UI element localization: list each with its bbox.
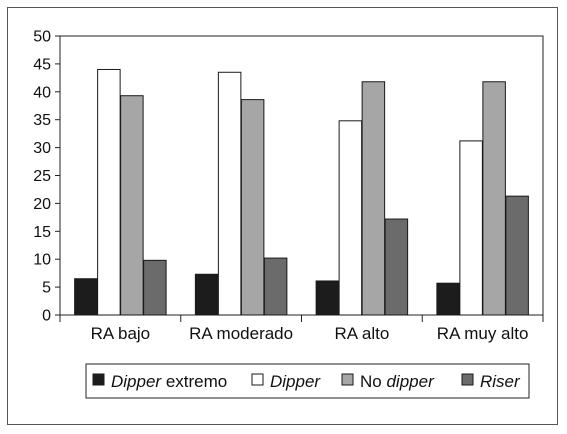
bar-riser-3 — [384, 218, 409, 316]
y-tick-label: 35 — [33, 112, 51, 129]
y-tick-label: 30 — [33, 140, 51, 157]
bar-no-dipper-2 — [240, 99, 265, 316]
x-tick-label: RA moderado — [189, 324, 293, 343]
x-tick-labels: RA bajo RA moderado RA alto RA muy alto — [91, 324, 529, 343]
legend-label-part: Dipper — [111, 372, 162, 391]
axes — [55, 35, 544, 322]
bar-no-dipper-3 — [361, 81, 386, 316]
bar-riser-1 — [143, 259, 167, 316]
legend-label-part: No — [360, 372, 386, 391]
bar-dipper-extremo-2 — [194, 273, 219, 316]
x-tick-label: RA muy alto — [437, 324, 529, 343]
y-tick-label: 10 — [33, 252, 51, 269]
bar-no-dipper-1 — [120, 95, 144, 316]
y-tick-label: 15 — [33, 224, 51, 241]
y-tick-label: 50 — [33, 29, 51, 46]
x-tick-label: RA bajo — [91, 324, 151, 343]
legend: Dipper extremo Dipper No dipper Riser — [85, 363, 530, 399]
legend-swatch — [461, 373, 474, 386]
y-tick-label: 0 — [42, 308, 51, 325]
legend-label: Dipper extremo — [111, 372, 227, 391]
bar-riser-4 — [505, 195, 529, 316]
y-tick-labels: 0 5 10 15 20 25 30 35 40 45 50 — [33, 29, 51, 325]
y-tick-label: 20 — [33, 196, 51, 213]
legend-label: No dipper — [360, 372, 435, 391]
bar-dipper-extremo-1 — [74, 278, 98, 316]
legend-label-part: Riser — [480, 372, 521, 391]
legend-swatch — [251, 373, 264, 386]
bar-dipper-4 — [459, 140, 483, 316]
legend-swatch — [341, 373, 354, 386]
bars — [74, 68, 529, 316]
y-tick-label: 25 — [33, 168, 51, 185]
legend-swatch — [92, 373, 105, 386]
legend-label-part: extremo — [161, 372, 227, 391]
bar-dipper-extremo-4 — [436, 282, 460, 316]
bar-dipper-2 — [217, 71, 242, 316]
y-tick-label: 40 — [33, 84, 51, 101]
legend-label-part: Dipper — [270, 372, 321, 391]
bar-no-dipper-4 — [482, 81, 506, 316]
bar-riser-2 — [263, 257, 288, 316]
legend-label: Dipper — [270, 372, 321, 391]
bar-dipper-3 — [338, 120, 363, 316]
legend-label-part: dipper — [386, 372, 435, 391]
y-tick-label: 45 — [33, 56, 51, 73]
legend-label: Riser — [480, 372, 521, 391]
legend-box — [85, 363, 530, 399]
bar-dipper-1 — [97, 68, 121, 316]
y-tick-label: 5 — [42, 280, 51, 297]
bar-dipper-extremo-3 — [315, 280, 340, 316]
x-tick-label: RA alto — [334, 324, 389, 343]
